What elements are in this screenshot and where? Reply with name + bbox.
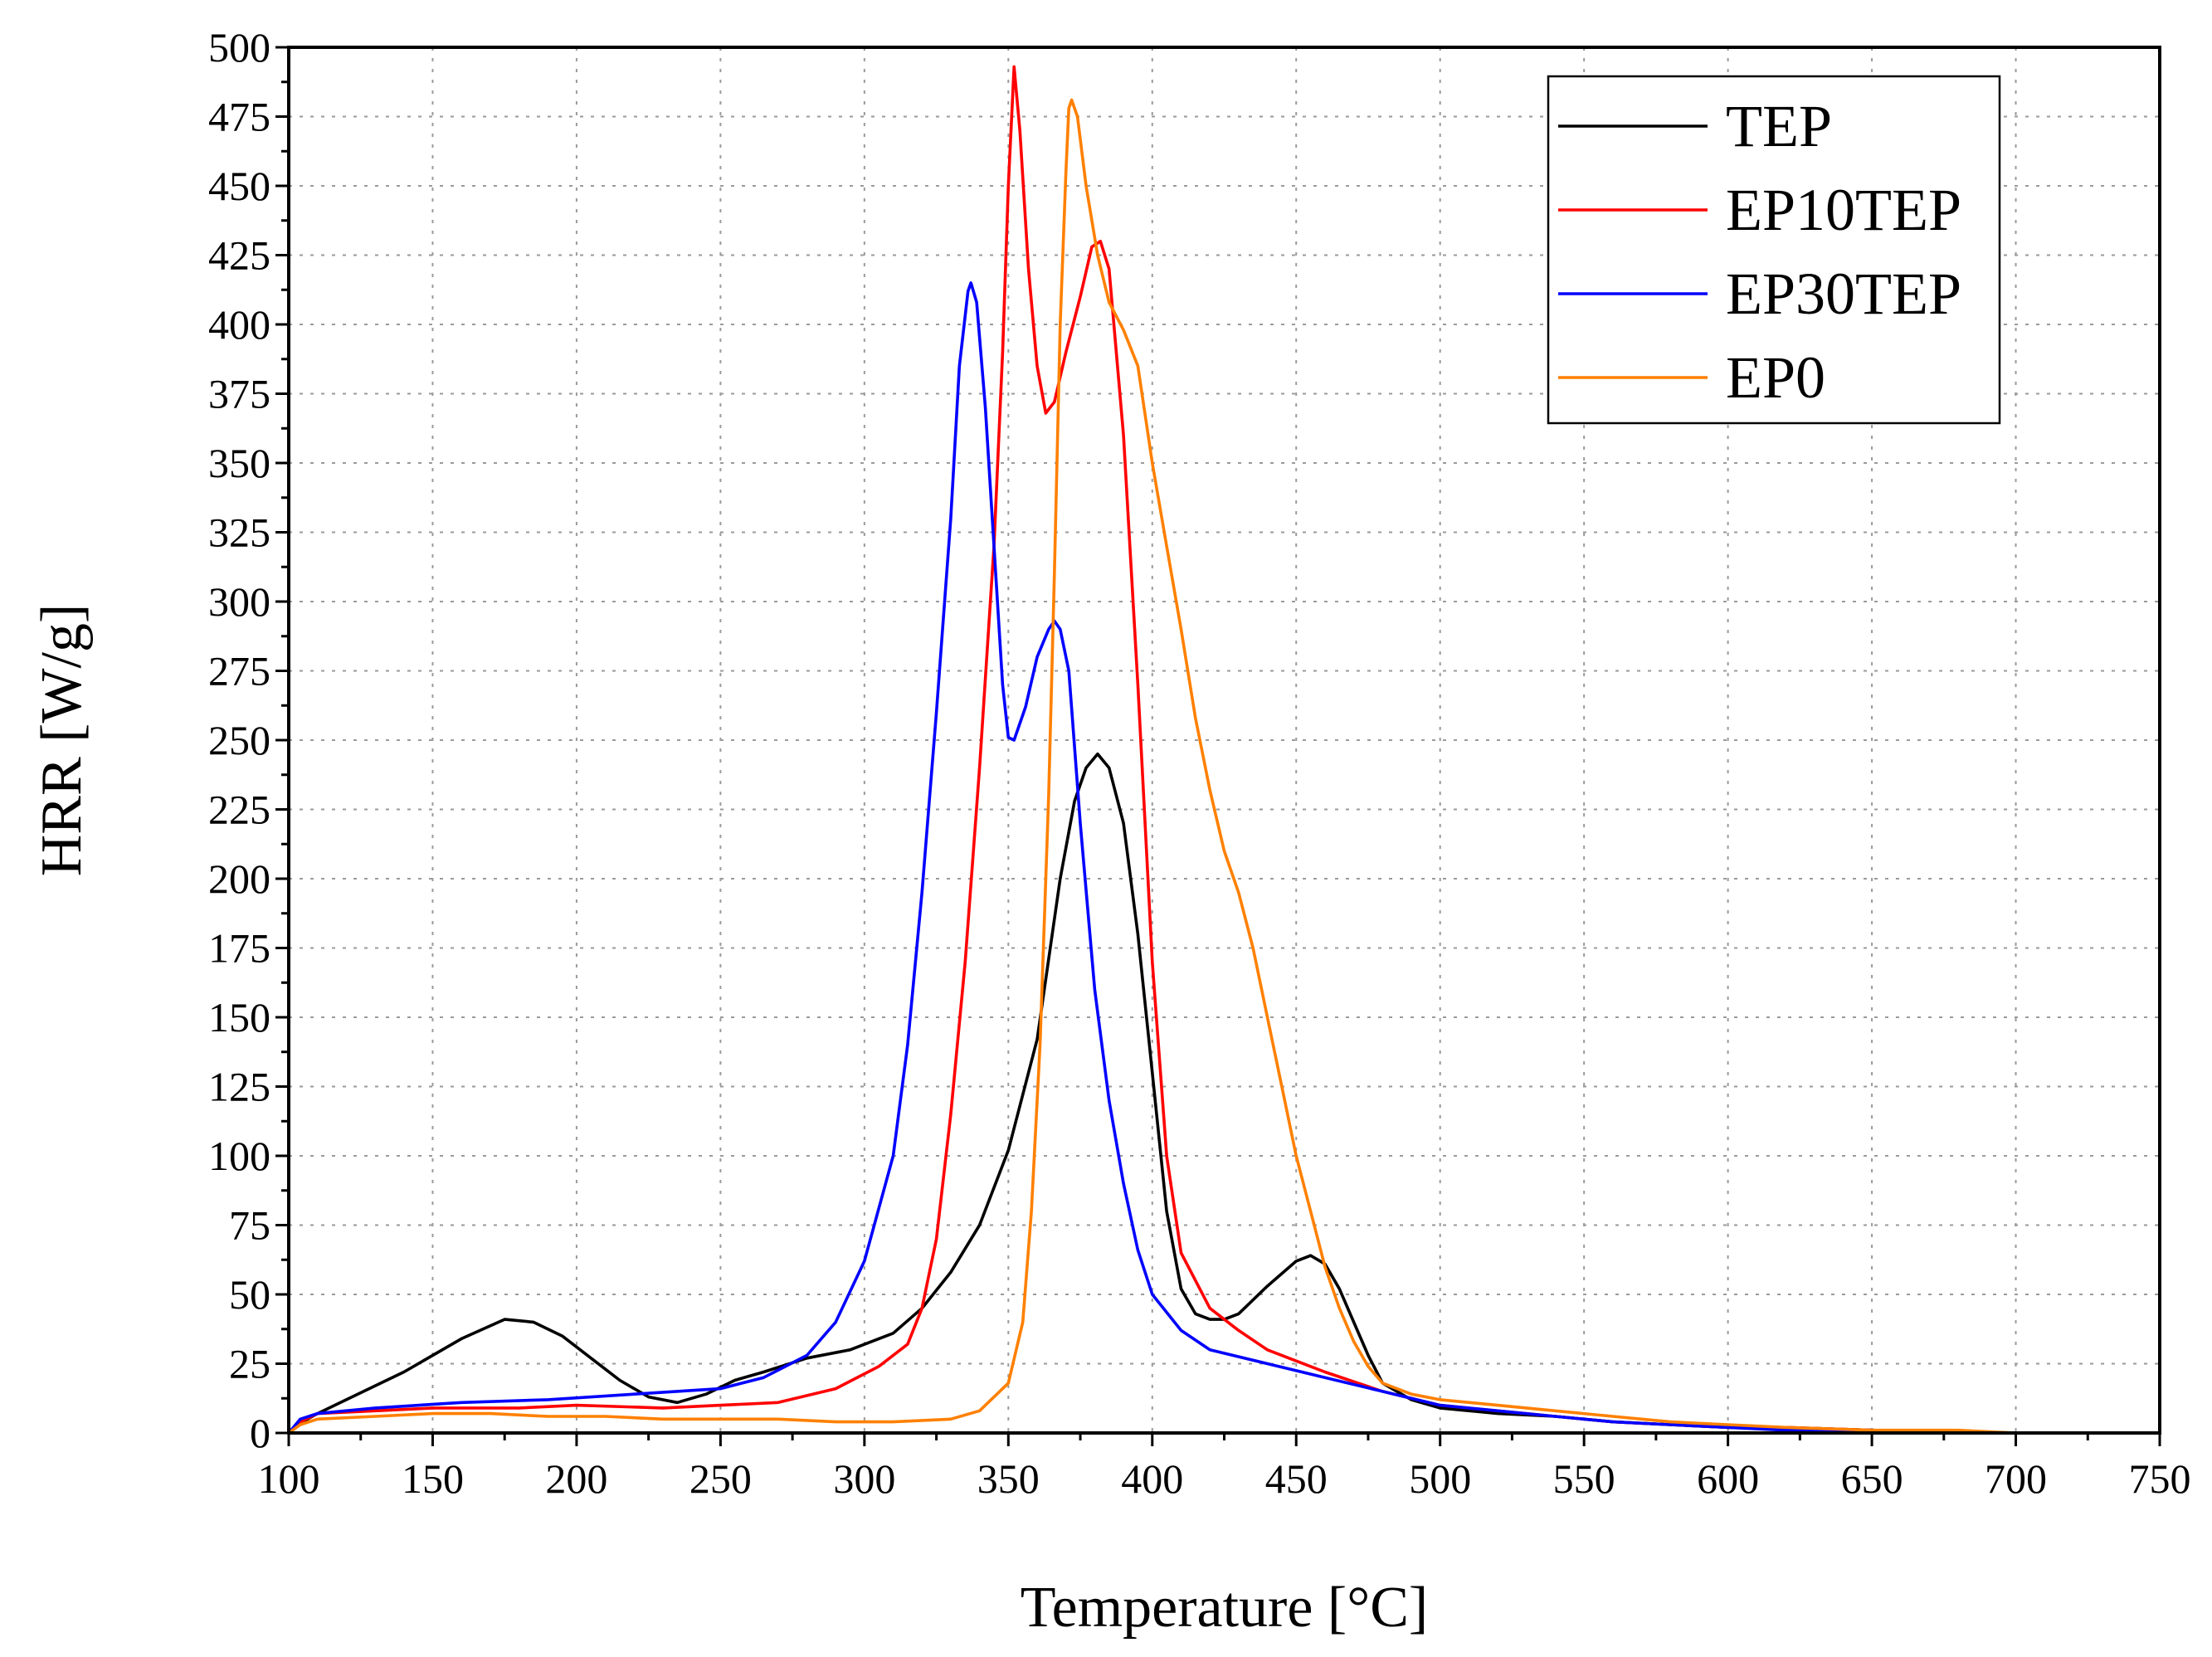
y-tick-label: 500 bbox=[208, 24, 270, 71]
legend: TEP EP10TEP EP30TEP EP0 bbox=[1547, 75, 2001, 425]
legend-label-ep10tep: EP10TEP bbox=[1726, 177, 1961, 243]
axis-ticks bbox=[275, 46, 2161, 1446]
x-tick-label: 450 bbox=[1265, 1455, 1328, 1502]
y-tick-label: 25 bbox=[229, 1341, 270, 1387]
legend-label-tep: TEP bbox=[1726, 93, 1832, 159]
y-tick-label: 225 bbox=[208, 787, 270, 833]
x-tick-label: 700 bbox=[1985, 1455, 2047, 1502]
x-tick-label: 400 bbox=[1121, 1455, 1183, 1502]
y-tick-label: 100 bbox=[208, 1133, 270, 1179]
y-tick-label: 50 bbox=[229, 1271, 270, 1318]
y-axis-title: HRR [W/g] bbox=[30, 604, 94, 877]
y-tick-label: 400 bbox=[208, 301, 270, 348]
y-tick-label: 475 bbox=[208, 94, 270, 140]
x-tick-label: 100 bbox=[258, 1455, 320, 1502]
x-tick-label: 200 bbox=[545, 1455, 607, 1502]
x-tick-label: 600 bbox=[1697, 1455, 1759, 1502]
x-tick-label: 750 bbox=[2129, 1455, 2191, 1502]
legend-box bbox=[1547, 75, 2001, 425]
y-tick-label: 75 bbox=[229, 1202, 270, 1249]
axis-tick-labels: 0 25 50 75 100 125 150 175 200 225 250 275 300 325 350… bbox=[208, 24, 2191, 1502]
y-tick-label: 150 bbox=[208, 994, 270, 1040]
y-tick-label: 450 bbox=[208, 163, 270, 209]
y-tick-label: 375 bbox=[208, 371, 270, 417]
y-tick-label: 0 bbox=[250, 1410, 270, 1456]
series-line-tep bbox=[287, 752, 2133, 1435]
x-tick-label: 650 bbox=[1841, 1455, 1903, 1502]
x-tick-label: 350 bbox=[977, 1455, 1040, 1502]
y-tick-label: 350 bbox=[208, 440, 270, 486]
legend-label-ep0: EP0 bbox=[1726, 344, 1825, 411]
grid bbox=[289, 47, 2160, 1433]
x-tick-label: 550 bbox=[1553, 1455, 1615, 1502]
series-line-ep30tep bbox=[287, 281, 2133, 1435]
y-tick-label: 300 bbox=[208, 578, 270, 625]
x-tick-label: 300 bbox=[833, 1455, 895, 1502]
series-line-ep0 bbox=[287, 98, 2133, 1435]
y-tick-label: 200 bbox=[208, 855, 270, 902]
x-tick-label: 500 bbox=[1409, 1455, 1471, 1502]
series-lines bbox=[287, 65, 2133, 1435]
y-tick-label: 175 bbox=[208, 925, 270, 972]
y-tick-label: 250 bbox=[208, 717, 270, 763]
legend-label-ep30tep: EP30TEP bbox=[1726, 261, 1961, 327]
y-tick-label: 125 bbox=[208, 1064, 270, 1110]
y-tick-label: 425 bbox=[208, 232, 270, 279]
x-tick-label: 250 bbox=[689, 1455, 752, 1502]
x-axis-title: Temperature [°C] bbox=[1021, 1576, 1428, 1640]
y-tick-label: 275 bbox=[208, 648, 270, 694]
x-tick-label: 150 bbox=[402, 1455, 464, 1502]
y-tick-label: 325 bbox=[208, 509, 270, 556]
